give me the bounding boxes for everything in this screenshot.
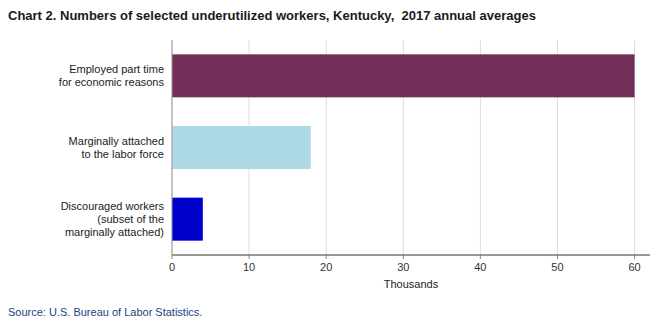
x-axis-label: Thousands xyxy=(384,278,439,290)
bar xyxy=(172,126,311,169)
y-tick-label: Discouraged workers(subset of themargina… xyxy=(61,200,165,238)
x-tick-label: 0 xyxy=(169,261,175,273)
bar xyxy=(172,198,203,241)
x-tick xyxy=(634,255,635,259)
bars xyxy=(172,54,635,240)
label-line: Marginally attached xyxy=(69,135,164,147)
title: Chart 2. Numbers of selected underutiliz… xyxy=(8,8,536,23)
x-tick-label: 20 xyxy=(320,261,332,273)
x-tick xyxy=(480,255,481,259)
y-tick-label: Employed part timefor economic reasons xyxy=(59,63,165,88)
y-tick-label: Marginally attachedto the labor force xyxy=(69,135,164,160)
y-axis-line xyxy=(172,40,173,255)
grid-line xyxy=(172,40,173,255)
label-line: for economic reasons xyxy=(59,76,165,88)
x-tick xyxy=(326,255,327,259)
label-line: marginally attached) xyxy=(65,226,164,238)
x-tick xyxy=(249,255,250,259)
label-line: Employed part time xyxy=(69,63,164,75)
label-line: Discouraged workers xyxy=(61,200,165,212)
x-tick xyxy=(172,255,173,259)
x-tick xyxy=(403,255,404,259)
x-axis-line xyxy=(172,255,650,256)
x-tick-label: 50 xyxy=(551,261,563,273)
x-tick-label: 10 xyxy=(243,261,255,273)
x-tick xyxy=(557,255,558,259)
chart: Chart 2. Numbers of selected underutiliz… xyxy=(0,0,670,322)
source: Source: U.S. Bureau of Labor Statistics. xyxy=(8,306,202,318)
label-line: to the labor force xyxy=(81,148,164,160)
x-tick-label: 40 xyxy=(474,261,486,273)
x-tick-label: 30 xyxy=(397,261,409,273)
bar xyxy=(172,54,635,97)
grid xyxy=(172,40,635,255)
label-line: (subset of the xyxy=(97,213,164,225)
x-tick-label: 60 xyxy=(628,261,640,273)
